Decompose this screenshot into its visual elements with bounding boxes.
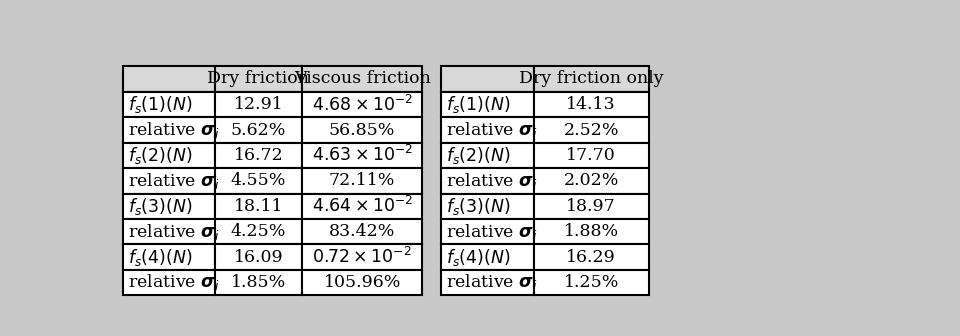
Bar	[302, 244, 422, 270]
Text: relative $\boldsymbol{\sigma}_i$: relative $\boldsymbol{\sigma}_i$	[128, 222, 220, 242]
Bar	[441, 194, 534, 219]
Text: 18.97: 18.97	[566, 198, 616, 215]
Bar	[534, 168, 649, 194]
Bar	[534, 117, 649, 143]
Bar	[214, 92, 302, 117]
Bar	[214, 244, 302, 270]
Bar	[441, 92, 534, 117]
Bar	[534, 194, 649, 219]
Bar	[214, 117, 302, 143]
Text: $f_s(3)(N)$: $f_s(3)(N)$	[128, 196, 192, 217]
Text: 83.42%: 83.42%	[329, 223, 396, 240]
Bar	[441, 66, 534, 92]
Text: 56.85%: 56.85%	[329, 122, 396, 138]
Text: $f_s(2)(N)$: $f_s(2)(N)$	[445, 145, 510, 166]
Text: $f_s(2)(N)$: $f_s(2)(N)$	[128, 145, 192, 166]
Bar	[534, 244, 649, 270]
Bar	[302, 117, 422, 143]
Bar	[123, 168, 214, 194]
Text: 2.02%: 2.02%	[564, 172, 619, 190]
Text: 4.55%: 4.55%	[230, 172, 286, 190]
Text: Dry friction only: Dry friction only	[519, 70, 663, 87]
Bar	[441, 168, 534, 194]
Bar	[441, 270, 534, 295]
Bar	[123, 143, 214, 168]
Bar	[534, 219, 649, 244]
Bar	[214, 219, 302, 244]
Text: relative $\boldsymbol{\sigma}_i$: relative $\boldsymbol{\sigma}_i$	[128, 120, 220, 140]
Bar	[302, 219, 422, 244]
Bar	[123, 92, 214, 117]
Bar	[123, 219, 214, 244]
Text: $4.63 \times 10^{-2}$: $4.63 \times 10^{-2}$	[312, 145, 413, 166]
Text: 1.88%: 1.88%	[564, 223, 619, 240]
Text: 105.96%: 105.96%	[324, 274, 401, 291]
Text: $f_s(4)(N)$: $f_s(4)(N)$	[128, 247, 192, 267]
Bar	[214, 270, 302, 295]
Text: relative $\boldsymbol{\sigma}_i$: relative $\boldsymbol{\sigma}_i$	[445, 120, 538, 140]
Text: 1.25%: 1.25%	[564, 274, 619, 291]
Bar	[214, 66, 302, 92]
Bar	[302, 194, 422, 219]
Bar	[214, 168, 302, 194]
Bar	[302, 92, 422, 117]
Bar	[534, 66, 649, 92]
Bar	[302, 270, 422, 295]
Text: 2.52%: 2.52%	[564, 122, 619, 138]
Bar	[123, 270, 214, 295]
Bar	[441, 143, 534, 168]
Text: relative $\boldsymbol{\sigma}_i$: relative $\boldsymbol{\sigma}_i$	[445, 171, 538, 191]
Text: $4.64 \times 10^{-2}$: $4.64 \times 10^{-2}$	[312, 196, 413, 216]
Text: 16.72: 16.72	[233, 147, 283, 164]
Text: 18.11: 18.11	[233, 198, 283, 215]
Bar	[123, 117, 214, 143]
Bar	[123, 244, 214, 270]
Text: 16.29: 16.29	[566, 249, 616, 265]
Text: relative $\boldsymbol{\sigma}_i$: relative $\boldsymbol{\sigma}_i$	[445, 272, 538, 292]
Text: $f_s(4)(N)$: $f_s(4)(N)$	[445, 247, 510, 267]
Bar	[123, 194, 214, 219]
Bar	[214, 143, 302, 168]
Text: 72.11%: 72.11%	[329, 172, 396, 190]
Text: Viscous friction: Viscous friction	[294, 70, 431, 87]
Text: relative $\boldsymbol{\sigma}_i$: relative $\boldsymbol{\sigma}_i$	[445, 222, 538, 242]
Bar	[302, 168, 422, 194]
Bar	[534, 143, 649, 168]
Text: $0.72 \times 10^{-2}$: $0.72 \times 10^{-2}$	[312, 247, 412, 267]
Text: 5.62%: 5.62%	[230, 122, 286, 138]
Text: Dry friction: Dry friction	[207, 70, 309, 87]
Text: $f_s(1)(N)$: $f_s(1)(N)$	[128, 94, 192, 115]
Text: 1.85%: 1.85%	[230, 274, 286, 291]
Text: 4.25%: 4.25%	[230, 223, 286, 240]
Text: $f_s(3)(N)$: $f_s(3)(N)$	[445, 196, 510, 217]
Text: relative $\boldsymbol{\sigma}_i$: relative $\boldsymbol{\sigma}_i$	[128, 272, 220, 292]
Text: 16.09: 16.09	[233, 249, 283, 265]
Bar	[441, 244, 534, 270]
Bar	[441, 219, 534, 244]
Text: 17.70: 17.70	[566, 147, 616, 164]
Bar	[123, 66, 214, 92]
Bar	[441, 117, 534, 143]
Bar	[214, 194, 302, 219]
Text: 14.13: 14.13	[566, 96, 616, 113]
Text: $4.68 \times 10^{-2}$: $4.68 \times 10^{-2}$	[312, 94, 413, 115]
Bar	[302, 66, 422, 92]
Bar	[534, 270, 649, 295]
Bar	[534, 92, 649, 117]
Bar	[302, 143, 422, 168]
Text: relative $\boldsymbol{\sigma}_i$: relative $\boldsymbol{\sigma}_i$	[128, 171, 220, 191]
Text: 12.91: 12.91	[233, 96, 283, 113]
Text: $f_s(1)(N)$: $f_s(1)(N)$	[445, 94, 510, 115]
